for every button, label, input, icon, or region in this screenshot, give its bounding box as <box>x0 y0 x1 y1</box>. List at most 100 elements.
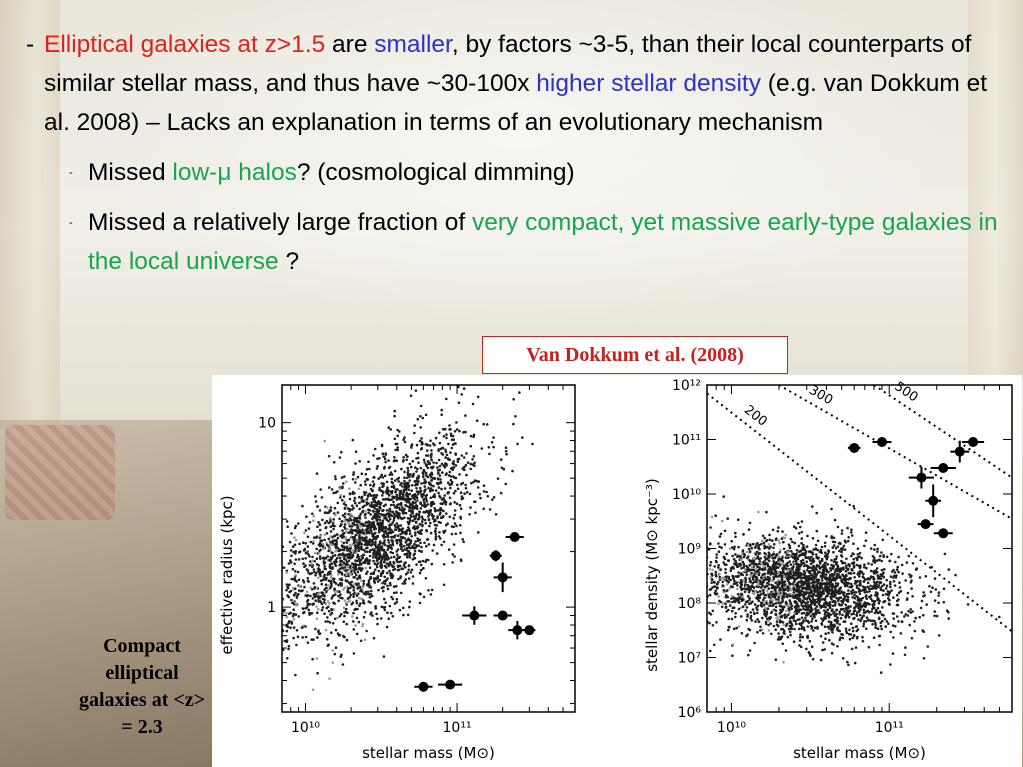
background-point <box>887 622 890 625</box>
background-point <box>465 491 469 494</box>
background-point <box>715 621 718 624</box>
background-point <box>359 597 363 600</box>
background-point <box>775 586 779 589</box>
background-point <box>436 482 440 485</box>
background-point <box>431 489 435 492</box>
background-point <box>813 603 817 606</box>
background-point <box>733 545 736 549</box>
background-point <box>701 605 704 608</box>
bullet-main-highlight-blue: smaller <box>374 31 452 58</box>
background-point <box>771 595 775 598</box>
background-point <box>788 630 792 634</box>
background-point <box>748 597 751 600</box>
background-point <box>323 612 326 615</box>
background-point <box>857 571 860 574</box>
background-point <box>452 517 455 520</box>
background-point <box>437 491 440 495</box>
background-point <box>777 590 780 594</box>
background-point <box>352 628 356 631</box>
background-point <box>436 469 440 472</box>
background-point <box>297 578 301 582</box>
background-point <box>388 604 392 608</box>
background-point <box>342 561 346 564</box>
background-point <box>821 582 825 586</box>
background-point <box>304 542 307 545</box>
background-point <box>736 584 739 587</box>
background-point <box>451 561 454 564</box>
background-point <box>378 457 381 460</box>
background-point <box>831 600 835 604</box>
background-point <box>318 544 322 548</box>
background-point <box>726 589 729 592</box>
background-point <box>387 459 390 462</box>
background-point <box>411 558 415 561</box>
background-point <box>843 620 847 623</box>
background-point <box>396 497 400 500</box>
background-point <box>865 597 868 600</box>
background-point <box>393 479 397 482</box>
background-point <box>851 629 855 633</box>
background-point <box>294 573 297 577</box>
background-point <box>390 477 394 481</box>
background-point <box>371 556 375 559</box>
background-point <box>821 619 825 623</box>
background-point <box>443 494 446 497</box>
background-point <box>762 591 765 594</box>
background-point <box>361 554 365 557</box>
background-point <box>400 467 403 471</box>
background-point <box>415 545 418 548</box>
background-point <box>361 528 364 531</box>
background-point <box>790 550 793 553</box>
background-point <box>766 575 770 579</box>
background-point <box>390 539 393 542</box>
background-point <box>361 506 364 509</box>
background-point <box>360 579 363 582</box>
background-point <box>355 594 359 597</box>
background-point <box>407 488 411 492</box>
background-point <box>228 657 231 660</box>
background-point <box>910 587 913 590</box>
background-point <box>363 524 367 527</box>
background-point <box>458 473 461 476</box>
background-point <box>785 562 788 566</box>
background-point <box>260 610 263 613</box>
background-point <box>744 603 747 606</box>
background-point <box>452 492 456 495</box>
background-point <box>871 605 875 608</box>
background-point <box>713 591 717 595</box>
background-point <box>411 503 414 506</box>
background-point <box>820 557 824 561</box>
background-point <box>418 515 421 519</box>
background-point <box>329 574 333 577</box>
background-point <box>775 623 779 626</box>
background-point <box>414 506 417 510</box>
background-point <box>420 550 423 553</box>
background-point <box>750 562 753 565</box>
background-point <box>396 448 399 452</box>
background-point <box>355 520 358 523</box>
background-point <box>894 625 897 628</box>
background-point <box>639 570 642 573</box>
background-point <box>267 625 270 628</box>
background-point <box>678 586 681 589</box>
x-axis-label: stellar mass (M⊙) <box>362 744 495 762</box>
background-point <box>789 537 793 541</box>
background-point <box>715 556 718 559</box>
background-point <box>413 525 416 528</box>
background-point <box>839 596 843 599</box>
background-point <box>419 529 422 533</box>
background-point <box>818 562 822 565</box>
background-point <box>425 493 429 497</box>
background-point <box>453 476 456 479</box>
background-point <box>785 553 789 556</box>
background-point <box>370 503 373 507</box>
background-point <box>338 556 342 560</box>
background-point <box>817 578 821 582</box>
background-point <box>878 554 882 558</box>
background-point <box>336 536 340 540</box>
background-point <box>836 582 840 585</box>
data-point <box>490 550 501 561</box>
background-point <box>311 688 315 692</box>
